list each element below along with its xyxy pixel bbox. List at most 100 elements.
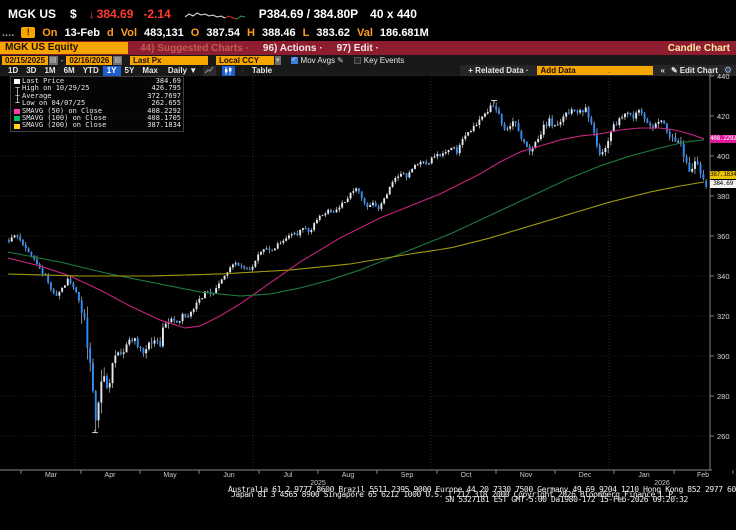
chart-canvas[interactable] [0,72,736,476]
x-axis-year: 2026 [654,480,670,487]
sparkline-red-segment [224,14,237,19]
x-axis-month: May [163,472,177,479]
last-price: 384.69 [96,6,134,21]
edit-chart-button[interactable]: Edit Chart [679,66,718,75]
security-header: MGK US $ ↓ 384.69 -2.14 P384.69 / 384.80… [0,4,736,23]
ma-line [7,127,705,329]
legend-value: 408.1705 [147,114,181,123]
y-axis-tick: 300 [717,352,730,361]
mov-avgs-checkbox[interactable]: ✓ [290,56,298,64]
high-value: 388.46 [261,26,296,39]
chart-legend[interactable]: Last Price 384.69 ┬ High on 10/29/25 426… [10,76,184,132]
screen-title: Candle Chart [667,42,730,54]
header-dots: .... [2,26,15,39]
legend-row-smavg50[interactable]: SMAVG (50) on Close 408.2292 [13,107,181,115]
x-axis-month: Dec [578,472,592,479]
key-events-label[interactable]: Key Events [363,55,405,65]
legend-label: SMAVG (200) on Close [22,121,107,130]
x-axis-month: Sep [400,472,414,479]
period-5y[interactable]: 5Y [124,65,135,75]
ma200-price-badge: 387.1834 [710,171,736,179]
open-label: O [190,26,200,39]
date-from-input[interactable]: 02/15/2025 [2,55,49,65]
legend-label: High on 10/29/25 [22,84,90,93]
ma-line [7,139,705,297]
function-menubar: MGK US Equity 44) Suggested Charts · 96)… [0,41,736,55]
key-events-checkbox[interactable] [353,56,361,64]
x-axis-month: Nov [519,472,533,479]
add-data-input[interactable]: Add Data [536,66,653,75]
footer-phone-line2: Japan 81 3 4565 8900 Singapore 65 6212 1… [231,490,678,499]
low-value: 383.62 [316,26,350,39]
study-select[interactable]: Last Px [130,55,209,65]
white-square-swatch [14,79,20,85]
period-ytd[interactable]: YTD [82,65,99,75]
edit-chart-pencil-icon[interactable]: ✎ [670,66,678,75]
period-1d[interactable]: 1D [8,65,19,75]
low-marker-icon: ┴ [15,99,20,108]
val-label: Val [357,26,373,39]
candle-chart-plot[interactable]: Last Price 384.69 ┬ High on 10/29/25 426… [0,72,736,487]
edit-menu[interactable]: 97) Edit · [336,42,379,54]
x-axis-month: Feb [696,472,710,479]
footer-phone-line1: Australia 61 2 9777 8600 Brazil 5511 239… [228,485,736,494]
currency-select[interactable]: Local CCY [216,55,275,65]
collapse-panel-icon[interactable]: « [660,66,665,75]
date-range-dash: - [60,55,64,65]
calendar-icon[interactable]: ▤ [113,55,123,65]
x-axis-month: Oct [460,472,472,479]
period-3d[interactable]: 3D [26,65,37,75]
edit-mov-avgs-pencil-icon[interactable]: ✎ [337,55,344,65]
period-1y-active[interactable]: 1Y [102,65,121,76]
gear-icon[interactable]: ⚙ [723,65,732,75]
actions-menu[interactable]: 96) Actions · [262,42,323,54]
ma50-price-badge: 408.2292 [710,135,736,143]
calendar-icon[interactable]: ▤ [49,55,58,65]
high-marker-icon: ┬ [15,84,20,93]
x-axis-month: Jan [638,472,650,479]
legend-row-last-price[interactable]: Last Price 384.69 [13,77,181,85]
x-axis-month: Aug [341,472,355,479]
x-axis-month: Apr [104,472,116,479]
val-value: 186.681M [379,26,429,39]
y-axis-tick: 320 [717,312,730,321]
legend-value: 387.1834 [147,121,181,130]
y-axis-tick: 340 [717,272,730,281]
legend-value: 372.7697 [147,91,181,100]
period-toolbar: 1D 3D 1M 6M YTD 1Y 5Y Max Daily ▼ · Tabl… [0,65,736,76]
period-max[interactable]: Max [142,65,158,75]
legend-row-smavg200[interactable]: SMAVG (200) on Close 387.1834 [13,122,181,129]
sparkline-green-segment [236,14,245,19]
period-1m[interactable]: 1M [44,65,56,75]
y-axis-tick: 420 [717,112,730,121]
legend-row-high[interactable]: ┬ High on 10/29/25 426.795 [13,84,181,93]
candle-chart-icon[interactable] [222,65,236,76]
related-data-menu[interactable]: + Related Data · [468,66,529,75]
period-6m[interactable]: 6M [63,65,75,75]
y-axis-tick: 440 [717,72,730,81]
y-axis-tick: 280 [717,392,730,401]
legend-label: Low on 04/07/25 [22,99,86,108]
table-button[interactable]: Table [251,66,273,75]
chevron-down-icon[interactable]: ▾ [275,55,281,65]
chart-edit-group: + Related Data · Add Data « ✎ Edit Chart… [460,65,736,76]
date-to-input[interactable]: 02/16/2026 [66,55,113,65]
line-chart-icon[interactable] [203,65,217,76]
intraday-sparkline [184,11,245,19]
suggested-charts-menu[interactable]: 44) Suggested Charts · [140,42,249,54]
legend-row-smavg100[interactable]: SMAVG (100) on Close 408.1705 [13,114,181,123]
security-tab[interactable]: MGK US Equity [0,42,128,54]
average-marker-icon: ┼ [15,91,20,100]
session-label: On [42,26,58,39]
frequency-dropdown[interactable]: Daily ▼ [167,66,198,75]
mov-avgs-label[interactable]: Mov Avgs [300,55,336,65]
volume-label: Vol [120,26,138,39]
toolbar-dot: · [241,66,244,75]
session-flag: d [106,26,114,39]
bid-ask-size: 40 x 440 [370,6,417,21]
alert-icon[interactable]: ! [21,27,36,38]
ticker-symbol: MGK US [8,6,56,21]
legend-row-low[interactable]: ┴ Low on 04/07/25 262.655 [13,99,181,108]
footer-session-info: SN 5327181 EST GMT-5:00 Da1980-172 15-Fe… [445,495,688,504]
legend-row-average[interactable]: ┼ Average 372.7697 [13,91,181,100]
